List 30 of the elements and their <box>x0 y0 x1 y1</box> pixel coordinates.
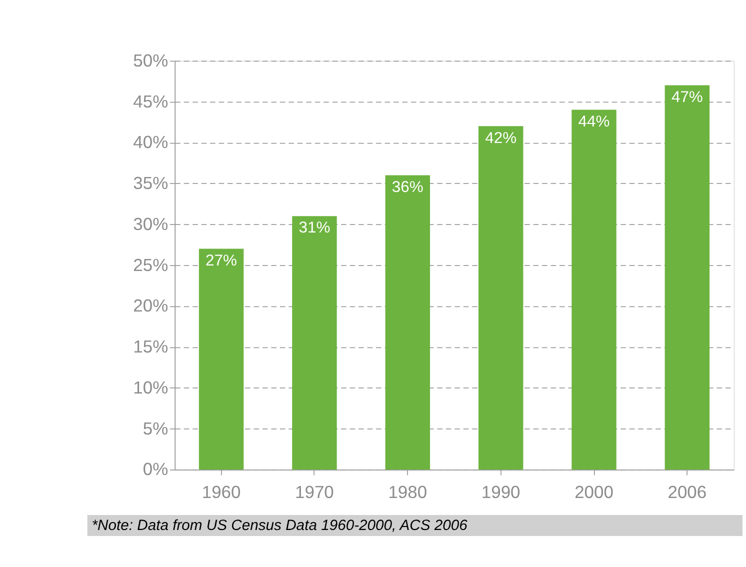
y-tick-label: 25% <box>133 254 168 275</box>
data-label: 27% <box>206 252 238 270</box>
y-tick-label: 40% <box>133 132 168 152</box>
data-label: 31% <box>298 220 330 237</box>
x-tick-label: 1990 <box>481 482 521 502</box>
y-tick-label: 0% <box>142 459 168 480</box>
data-label: 47% <box>671 88 703 106</box>
bar <box>664 85 710 470</box>
y-tick-label: 5% <box>142 418 168 438</box>
text: *Note: Data from US Census Data 1960-2000, ACS 2006 <box>92 518 468 534</box>
data-label: 42% <box>485 130 517 147</box>
x-tick-label: 1970 <box>295 482 334 502</box>
y-tick-label: 10% <box>133 377 168 398</box>
bar <box>385 175 430 470</box>
bar <box>292 216 337 470</box>
y-tick-label: 15% <box>133 336 168 357</box>
data-label: 36% <box>392 178 424 196</box>
y-tick-label: 20% <box>133 296 168 316</box>
y-tick-label: 50% <box>133 50 168 70</box>
y-tick-label: 45% <box>133 91 168 112</box>
y-tick-label: 30% <box>133 214 168 234</box>
data-label: 44% <box>578 113 610 130</box>
x-tick-label: 2006 <box>668 482 707 502</box>
bar <box>478 126 524 470</box>
x-tick-label: 2000 <box>574 482 614 502</box>
x-tick-label: 1960 <box>202 482 242 502</box>
bar <box>198 248 244 470</box>
y-tick-label: 35% <box>133 173 168 194</box>
x-tick-label: 1980 <box>388 482 428 502</box>
bar <box>572 110 616 470</box>
